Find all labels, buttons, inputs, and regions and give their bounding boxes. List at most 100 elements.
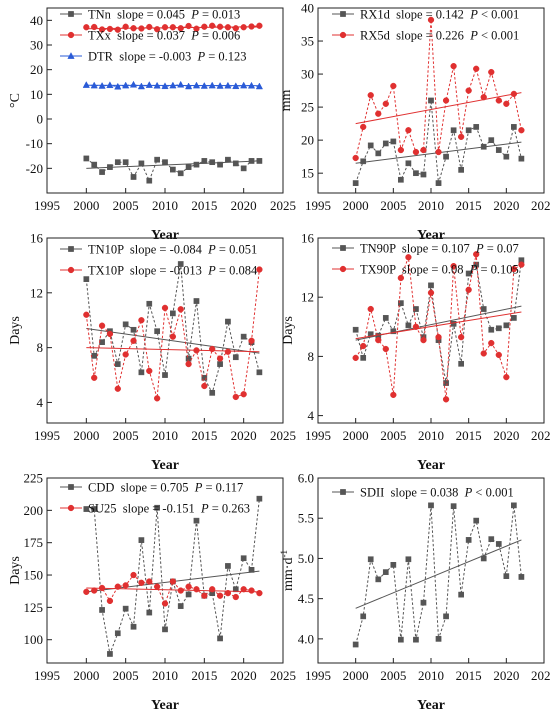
data-point-TN10P <box>201 374 208 381</box>
data-point-DTR <box>255 82 264 90</box>
data-point-RX5d <box>450 62 457 70</box>
data-point-TN10P <box>256 369 263 376</box>
x-tick-label: 2010 <box>418 668 444 683</box>
data-point-TX10P <box>114 385 121 392</box>
data-point-TX10P <box>177 306 184 313</box>
data-point-RX1d <box>473 124 480 130</box>
data-point-TNn <box>209 159 216 166</box>
data-point-TN90P <box>352 326 359 333</box>
y-tick-label: 200 <box>24 503 44 518</box>
x-tick-label: 2010 <box>418 198 444 213</box>
data-point-TX90P <box>397 274 405 282</box>
series-line-SU25 <box>86 574 260 605</box>
data-point-RX5d <box>435 148 442 156</box>
data-point-RX5d <box>427 16 435 24</box>
data-point-RX5d <box>518 127 525 134</box>
data-point-DTR <box>216 81 224 89</box>
legend-label: TN90P slope = 0.107 P = 0.07 <box>360 242 519 256</box>
y-tick-label: 100 <box>24 632 44 647</box>
x-tick-label: 1995 <box>34 428 60 443</box>
data-point-CDD <box>217 635 223 642</box>
x-axis-label: Year <box>151 698 179 710</box>
chart-panel-1: -20 -10 0 10 20 30 40 1995 2000 2005 2010 2015 2020 2… <box>8 7 296 243</box>
series-CDD <box>83 495 263 657</box>
legend-entry-RX5d: RX5d slope = 0.226 P < 0.001 <box>332 29 519 43</box>
data-point-CDD <box>146 609 153 616</box>
data-point-SU25 <box>177 587 184 594</box>
data-point-TXx <box>185 22 192 30</box>
data-point-RX5d <box>488 68 495 76</box>
data-point-TNn <box>146 177 153 184</box>
data-point-DTR <box>177 80 185 88</box>
data-point-CDD <box>130 623 137 630</box>
data-point-SDII <box>488 536 495 542</box>
data-point-SDII <box>390 562 397 568</box>
series-SDII <box>352 502 525 648</box>
data-point-TN10P <box>232 354 239 361</box>
data-point-TXx <box>153 26 161 33</box>
legend-label: CDD slope = 0.705 P = 0.117 <box>88 481 243 495</box>
data-point-RX1d <box>367 142 374 149</box>
data-point-TX90P <box>457 334 465 341</box>
data-point-TX90P <box>450 262 457 270</box>
data-point-TN90P <box>480 306 487 312</box>
data-point-TNn <box>107 164 113 170</box>
data-point-RX1d <box>450 127 457 134</box>
x-tick-label: 2000 <box>73 668 99 683</box>
data-point-SDII <box>367 556 374 563</box>
legend-marker <box>67 266 75 274</box>
data-point-RX5d <box>503 100 510 107</box>
data-point-TX10P <box>240 391 247 398</box>
x-axis-label: Year <box>417 458 445 473</box>
legend-marker <box>339 265 347 273</box>
data-point-SDII <box>495 541 502 547</box>
data-point-TXx <box>248 23 255 30</box>
data-point-TX10P <box>146 367 153 375</box>
y-tick-label: 5.0 <box>298 551 314 566</box>
data-point-TXx <box>240 24 247 31</box>
data-point-CDD <box>193 517 200 524</box>
data-point-TX90P <box>352 354 359 362</box>
data-point-TX10P <box>98 322 106 329</box>
data-point-TNn <box>122 159 129 166</box>
data-point-TXx <box>122 23 129 30</box>
data-point-CDD <box>177 603 184 609</box>
y-axis-label: Days <box>281 316 296 345</box>
x-tick-label: 2015 <box>191 668 217 683</box>
data-point-SU25 <box>201 592 208 599</box>
chart-panel-6: 4.0 4.5 5.0 5.5 6.0 1995 2000 2005 2010 2015 2020 2… <box>279 471 550 710</box>
y-tick-label: 20 <box>301 133 314 148</box>
y-axis-label-superscript: -1 <box>279 550 289 558</box>
data-point-RX1d <box>413 170 419 177</box>
data-point-SU25 <box>161 600 169 607</box>
data-point-TX10P <box>201 382 208 390</box>
data-point-CDD <box>91 506 98 512</box>
data-point-TXx <box>161 24 169 31</box>
x-tick-label: 2010 <box>418 428 444 443</box>
data-point-SU25 <box>98 584 106 592</box>
data-point-TN90P <box>488 326 495 333</box>
data-point-TX10P <box>248 337 255 344</box>
data-point-TX90P <box>495 351 502 359</box>
x-tick-label: 1995 <box>305 198 331 213</box>
y-tick-label: 16 <box>30 231 44 246</box>
data-point-TXx <box>209 22 216 29</box>
data-point-TNn <box>91 161 98 168</box>
data-point-TN90P <box>503 322 510 329</box>
data-point-TX10P <box>216 355 224 362</box>
data-point-TX90P <box>465 286 472 293</box>
data-point-TN90P <box>511 315 517 321</box>
data-point-RX5d <box>367 92 374 99</box>
y-axis-label: mm <box>279 90 294 112</box>
y-tick-label: 15 <box>301 166 314 181</box>
data-point-TXx <box>83 24 90 31</box>
data-point-TN10P <box>177 261 184 267</box>
data-point-TNn <box>248 158 255 164</box>
data-point-RX5d <box>412 148 420 156</box>
y-tick-label: 0 <box>37 112 44 127</box>
data-point-TNn <box>240 165 247 172</box>
data-point-SDII <box>420 599 427 606</box>
data-point-CDD <box>162 626 168 633</box>
legend-entry-TXx: TXx slope = 0.037 P = 0.006 <box>60 29 240 43</box>
data-point-TX90P <box>503 373 510 381</box>
